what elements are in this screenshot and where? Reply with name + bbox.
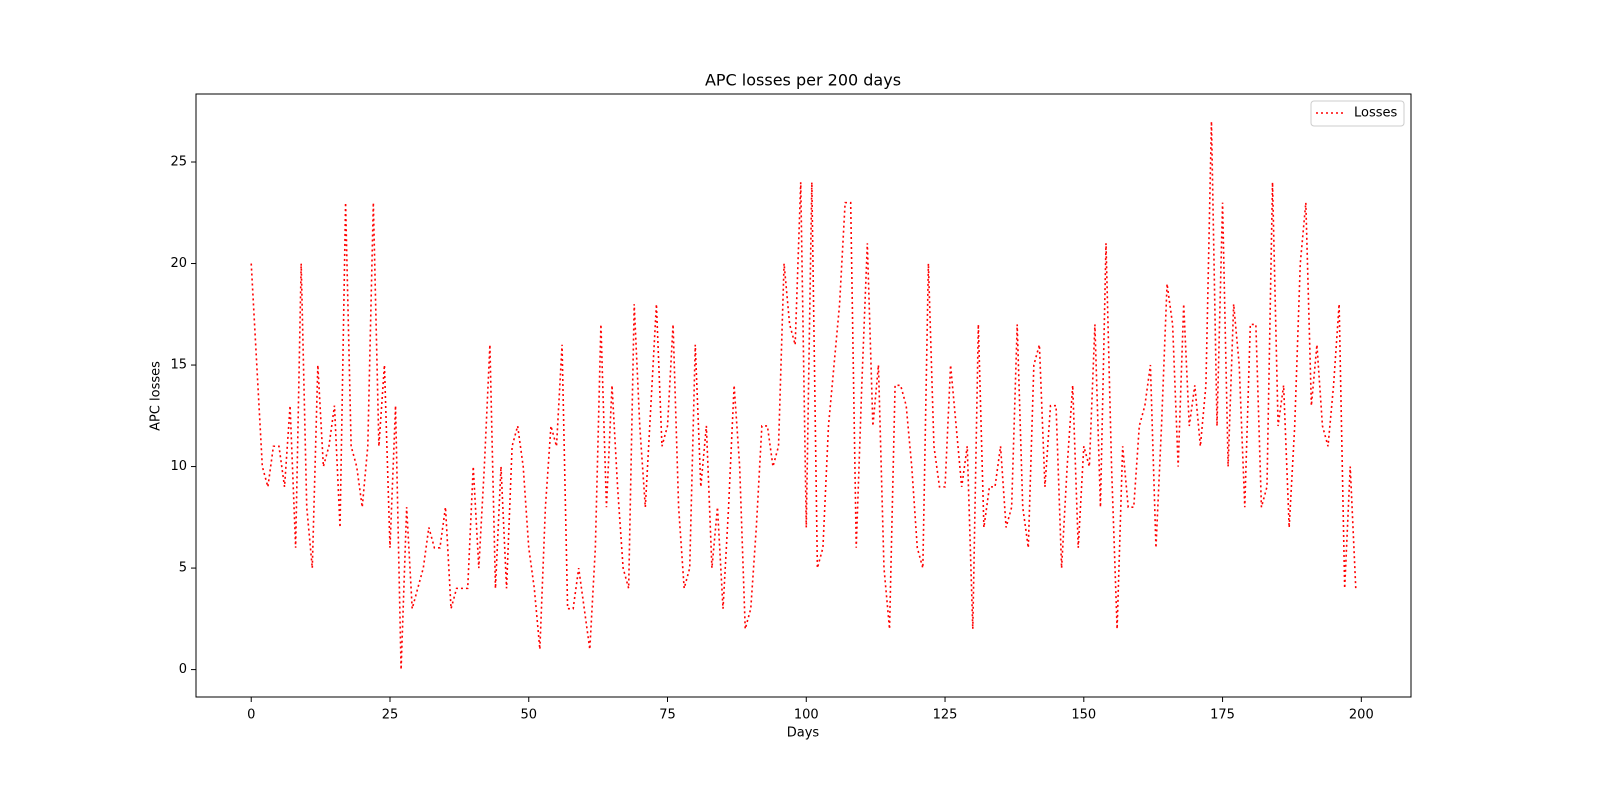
y-axis-label: APC losses: [149, 361, 164, 431]
y-tick-label: 5: [179, 561, 187, 576]
x-tick-label: 25: [382, 708, 399, 723]
x-tick-label: 50: [520, 708, 537, 723]
y-tick-label: 15: [170, 358, 187, 373]
y-tick-label: 10: [170, 459, 187, 474]
y-tick-label: 0: [179, 662, 187, 677]
x-tick-label: 175: [1210, 708, 1235, 723]
chart-title: APC losses per 200 days: [705, 71, 901, 90]
x-tick-label: 100: [794, 708, 819, 723]
x-tick-label: 0: [247, 708, 255, 723]
legend-label: Losses: [1354, 106, 1398, 121]
x-axis-label: Days: [787, 726, 820, 741]
x-tick-label: 125: [933, 708, 958, 723]
data-line: [250, 121, 1357, 670]
y-tick-label: 25: [170, 155, 187, 170]
legend-box: [1310, 100, 1405, 127]
x-tick-label: 200: [1349, 708, 1374, 723]
x-tick-label: 75: [659, 708, 676, 723]
y-tick-label: 20: [170, 256, 187, 271]
x-tick-label: 150: [1071, 708, 1096, 723]
plot-frame: [195, 93, 1412, 698]
